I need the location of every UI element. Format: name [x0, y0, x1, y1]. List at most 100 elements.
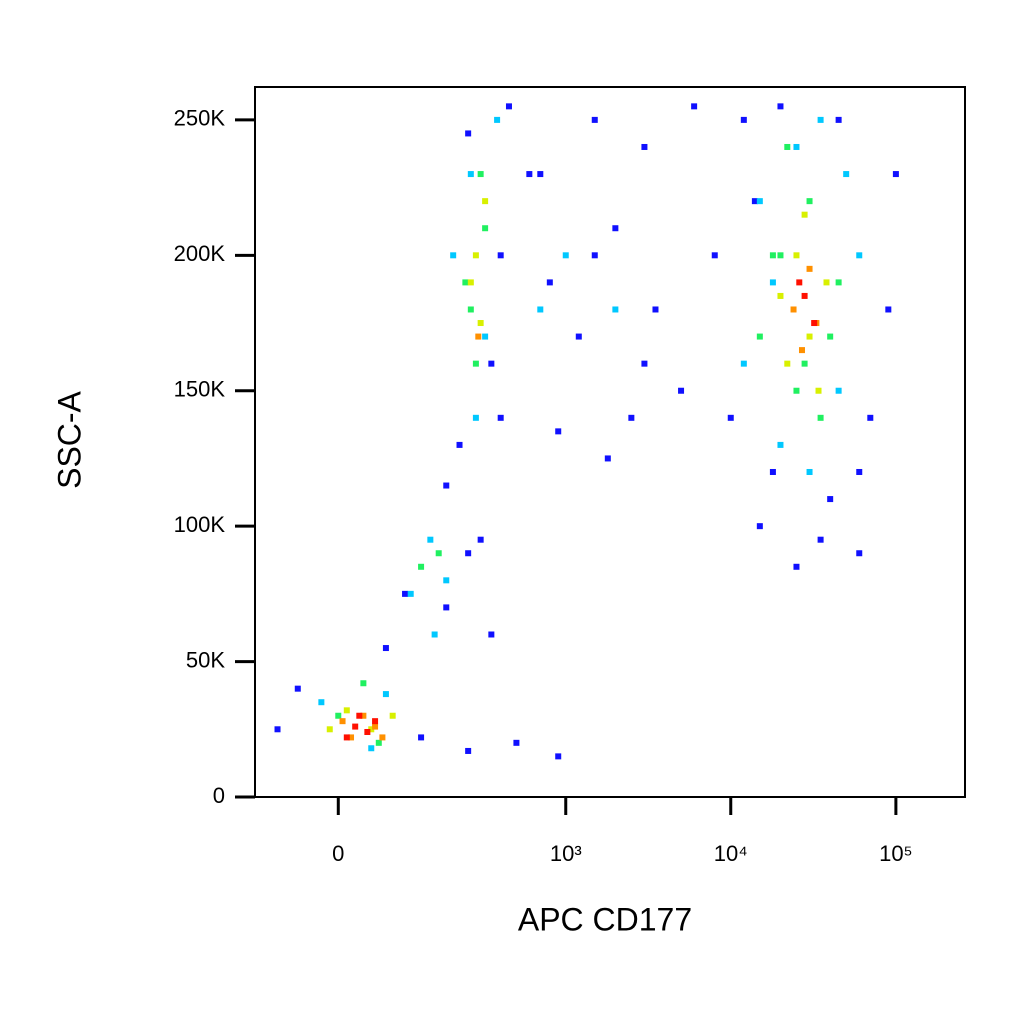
point [817, 116, 824, 123]
point [885, 306, 892, 313]
point [402, 590, 409, 597]
point [467, 306, 474, 313]
point [497, 252, 504, 259]
point [348, 734, 355, 741]
point [751, 198, 758, 205]
point [368, 745, 375, 752]
point [465, 550, 472, 557]
x-tick-label: 10⁵ [879, 841, 913, 866]
point [537, 171, 544, 178]
point [472, 414, 479, 421]
point [756, 523, 763, 530]
point [343, 734, 350, 741]
point [711, 252, 718, 259]
point [628, 414, 635, 421]
point [382, 645, 389, 652]
point [784, 360, 791, 367]
point [784, 143, 791, 150]
point [526, 171, 533, 178]
point [827, 333, 834, 340]
point [555, 753, 562, 760]
point [691, 103, 698, 110]
point [793, 387, 800, 394]
point [477, 171, 484, 178]
point [497, 414, 504, 421]
point [856, 468, 863, 475]
point [835, 387, 842, 394]
point [756, 198, 763, 205]
point [339, 718, 346, 725]
point [431, 631, 438, 638]
y-tick-label: 0 [213, 783, 225, 808]
point [450, 252, 457, 259]
point [343, 707, 350, 714]
point [835, 116, 842, 123]
point [494, 116, 501, 123]
point [777, 292, 784, 299]
point [678, 387, 685, 394]
point [382, 691, 389, 698]
y-tick-label: 150K [174, 377, 226, 402]
point [740, 360, 747, 367]
point [435, 550, 442, 557]
point [856, 550, 863, 557]
point [835, 279, 842, 286]
point [796, 279, 803, 286]
point [477, 320, 484, 327]
point [443, 577, 450, 584]
point [806, 333, 813, 340]
point [806, 265, 813, 272]
point [467, 279, 474, 286]
point [801, 211, 808, 218]
point [856, 252, 863, 259]
point [793, 143, 800, 150]
point [475, 333, 482, 340]
point [465, 130, 472, 137]
point [472, 360, 479, 367]
point [798, 347, 805, 354]
point [562, 252, 569, 259]
point [368, 726, 375, 733]
point [465, 747, 472, 754]
point [604, 455, 611, 462]
point [505, 103, 512, 110]
point [477, 536, 484, 543]
point [575, 333, 582, 340]
point [801, 360, 808, 367]
point [294, 685, 301, 692]
point [827, 496, 834, 503]
point [364, 728, 371, 735]
point [817, 414, 824, 421]
point [375, 739, 382, 746]
point [793, 563, 800, 570]
x-axis-title: APC CD177 [518, 901, 692, 937]
point [612, 306, 619, 313]
point [456, 441, 463, 448]
point [817, 536, 824, 543]
y-tick-label: 200K [174, 241, 226, 266]
point [379, 734, 386, 741]
point [801, 292, 808, 299]
point [537, 306, 544, 313]
point [443, 604, 450, 611]
point [612, 225, 619, 232]
point [326, 726, 333, 733]
point [407, 590, 414, 597]
point [513, 739, 520, 746]
point [591, 116, 598, 123]
point [641, 360, 648, 367]
point [555, 428, 562, 435]
y-tick-label: 100K [174, 512, 226, 537]
x-tick-label: 10³ [550, 841, 582, 866]
point [892, 171, 899, 178]
point [815, 387, 822, 394]
point [418, 563, 425, 570]
point [360, 680, 367, 687]
point [318, 699, 325, 706]
point [352, 723, 359, 730]
point [652, 306, 659, 313]
point [777, 103, 784, 110]
point [790, 306, 797, 313]
point [793, 252, 800, 259]
y-tick-label: 250K [174, 106, 226, 131]
